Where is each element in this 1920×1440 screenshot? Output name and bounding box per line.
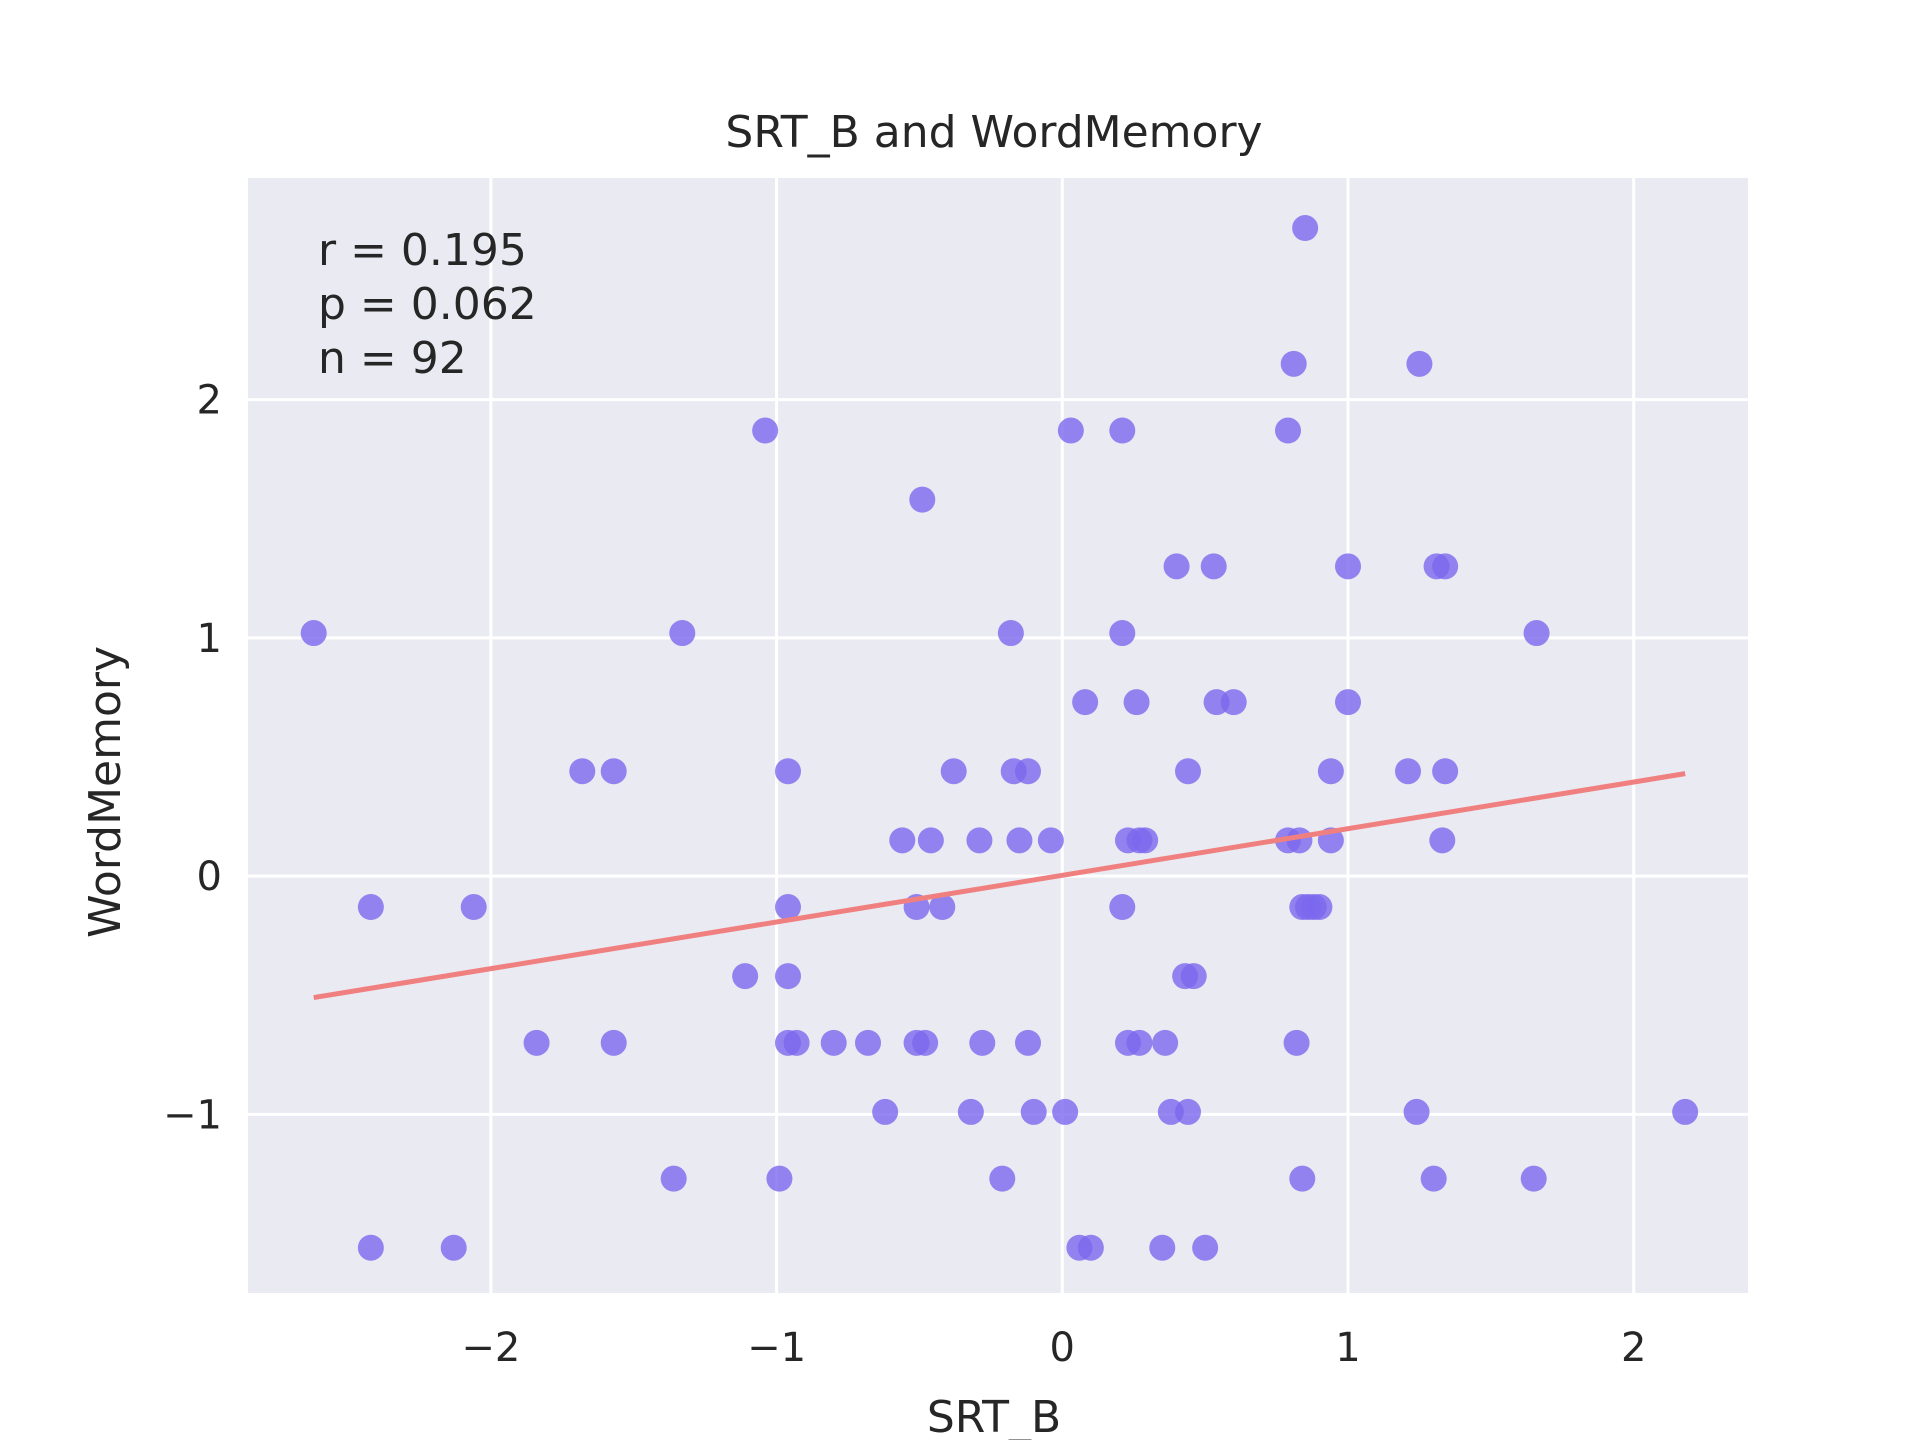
data-point	[940, 758, 967, 785]
data-point	[660, 1165, 687, 1192]
data-point	[1520, 1165, 1547, 1192]
data-point	[1406, 350, 1433, 377]
data-point	[357, 894, 384, 921]
data-point	[1317, 758, 1344, 785]
data-point	[1403, 1098, 1430, 1125]
data-points	[300, 215, 1699, 1261]
data-point	[1175, 758, 1201, 785]
regression-line	[313, 771, 1686, 1001]
data-point	[912, 1029, 939, 1056]
data-point	[1109, 894, 1136, 921]
stat-p: p = 0.062	[318, 279, 537, 330]
data-point	[989, 1165, 1016, 1192]
stat-r: r = 0.195	[318, 225, 527, 276]
data-point	[1109, 417, 1136, 444]
data-point	[1220, 689, 1247, 716]
y-tick-labels: −1 0 1 2	[163, 378, 222, 1139]
x-tick-labels: −2 −1 0 1 2	[461, 1325, 1646, 1371]
data-point	[1123, 689, 1150, 716]
data-point	[1283, 1029, 1310, 1056]
data-point	[1132, 827, 1159, 854]
data-point	[1275, 417, 1301, 444]
chart-title: SRT_B and WordMemory	[725, 107, 1262, 158]
data-point	[917, 827, 944, 854]
data-point	[1289, 1165, 1316, 1192]
data-point	[1006, 827, 1033, 854]
x-tick-label: 0	[1050, 1325, 1075, 1371]
x-tick-label: −2	[461, 1325, 520, 1371]
data-point	[1072, 689, 1099, 716]
data-point	[752, 417, 779, 444]
y-axis-label: WordMemory	[80, 646, 131, 938]
data-point	[1109, 620, 1136, 647]
y-tick-label: −1	[163, 1092, 222, 1138]
data-point	[357, 1234, 384, 1261]
data-point	[1292, 215, 1319, 242]
data-point	[775, 758, 801, 785]
data-point	[909, 486, 936, 513]
data-point	[300, 620, 327, 647]
data-point	[966, 827, 993, 854]
data-point	[600, 758, 627, 785]
data-point	[440, 1234, 467, 1261]
data-point	[957, 1098, 984, 1125]
data-point	[1432, 553, 1459, 580]
data-point	[783, 1029, 810, 1056]
data-point	[1180, 963, 1207, 990]
data-point	[1192, 1234, 1219, 1261]
y-tick-label: 0	[197, 854, 222, 900]
data-point	[1077, 1234, 1104, 1261]
stat-n: n = 92	[318, 333, 467, 384]
data-point	[1052, 1098, 1079, 1125]
x-axis-label: SRT_B	[927, 1392, 1061, 1440]
data-point	[1429, 827, 1456, 854]
data-point	[1672, 1098, 1699, 1125]
data-point	[1020, 1098, 1047, 1125]
data-point	[669, 620, 696, 647]
data-point	[1420, 1165, 1447, 1192]
data-point	[1015, 758, 1041, 785]
y-tick-label: 1	[197, 616, 222, 662]
y-tick-label: 2	[197, 378, 222, 424]
data-point	[775, 963, 801, 990]
data-point	[732, 963, 759, 990]
data-point	[1523, 620, 1550, 647]
data-point	[523, 1029, 550, 1056]
data-point	[775, 894, 801, 921]
x-tick-label: 2	[1621, 1325, 1646, 1371]
data-point	[1395, 758, 1421, 785]
data-point	[855, 1029, 881, 1056]
data-point	[1037, 827, 1064, 854]
data-point	[1306, 894, 1333, 921]
data-point	[969, 1029, 996, 1056]
data-point	[569, 758, 596, 785]
data-point	[1149, 1234, 1176, 1261]
data-point	[766, 1165, 793, 1192]
data-point	[1057, 417, 1084, 444]
data-point	[1175, 1098, 1201, 1125]
data-point	[1152, 1029, 1179, 1056]
data-point	[929, 894, 956, 921]
data-point	[1335, 689, 1361, 716]
data-point	[1200, 553, 1227, 580]
data-point	[1163, 553, 1190, 580]
data-point	[460, 894, 487, 921]
plot-background	[248, 178, 1748, 1293]
data-point	[1432, 758, 1459, 785]
grid-lines	[248, 178, 1748, 1293]
data-point	[600, 1029, 627, 1056]
data-point	[997, 620, 1024, 647]
x-tick-label: −1	[747, 1325, 806, 1371]
x-tick-label: 1	[1335, 1325, 1360, 1371]
data-point	[1280, 350, 1307, 377]
data-point	[1015, 1029, 1041, 1056]
data-point	[1126, 1029, 1153, 1056]
data-point	[872, 1098, 899, 1125]
data-point	[889, 827, 916, 854]
data-point	[820, 1029, 847, 1056]
data-point	[1335, 553, 1361, 580]
